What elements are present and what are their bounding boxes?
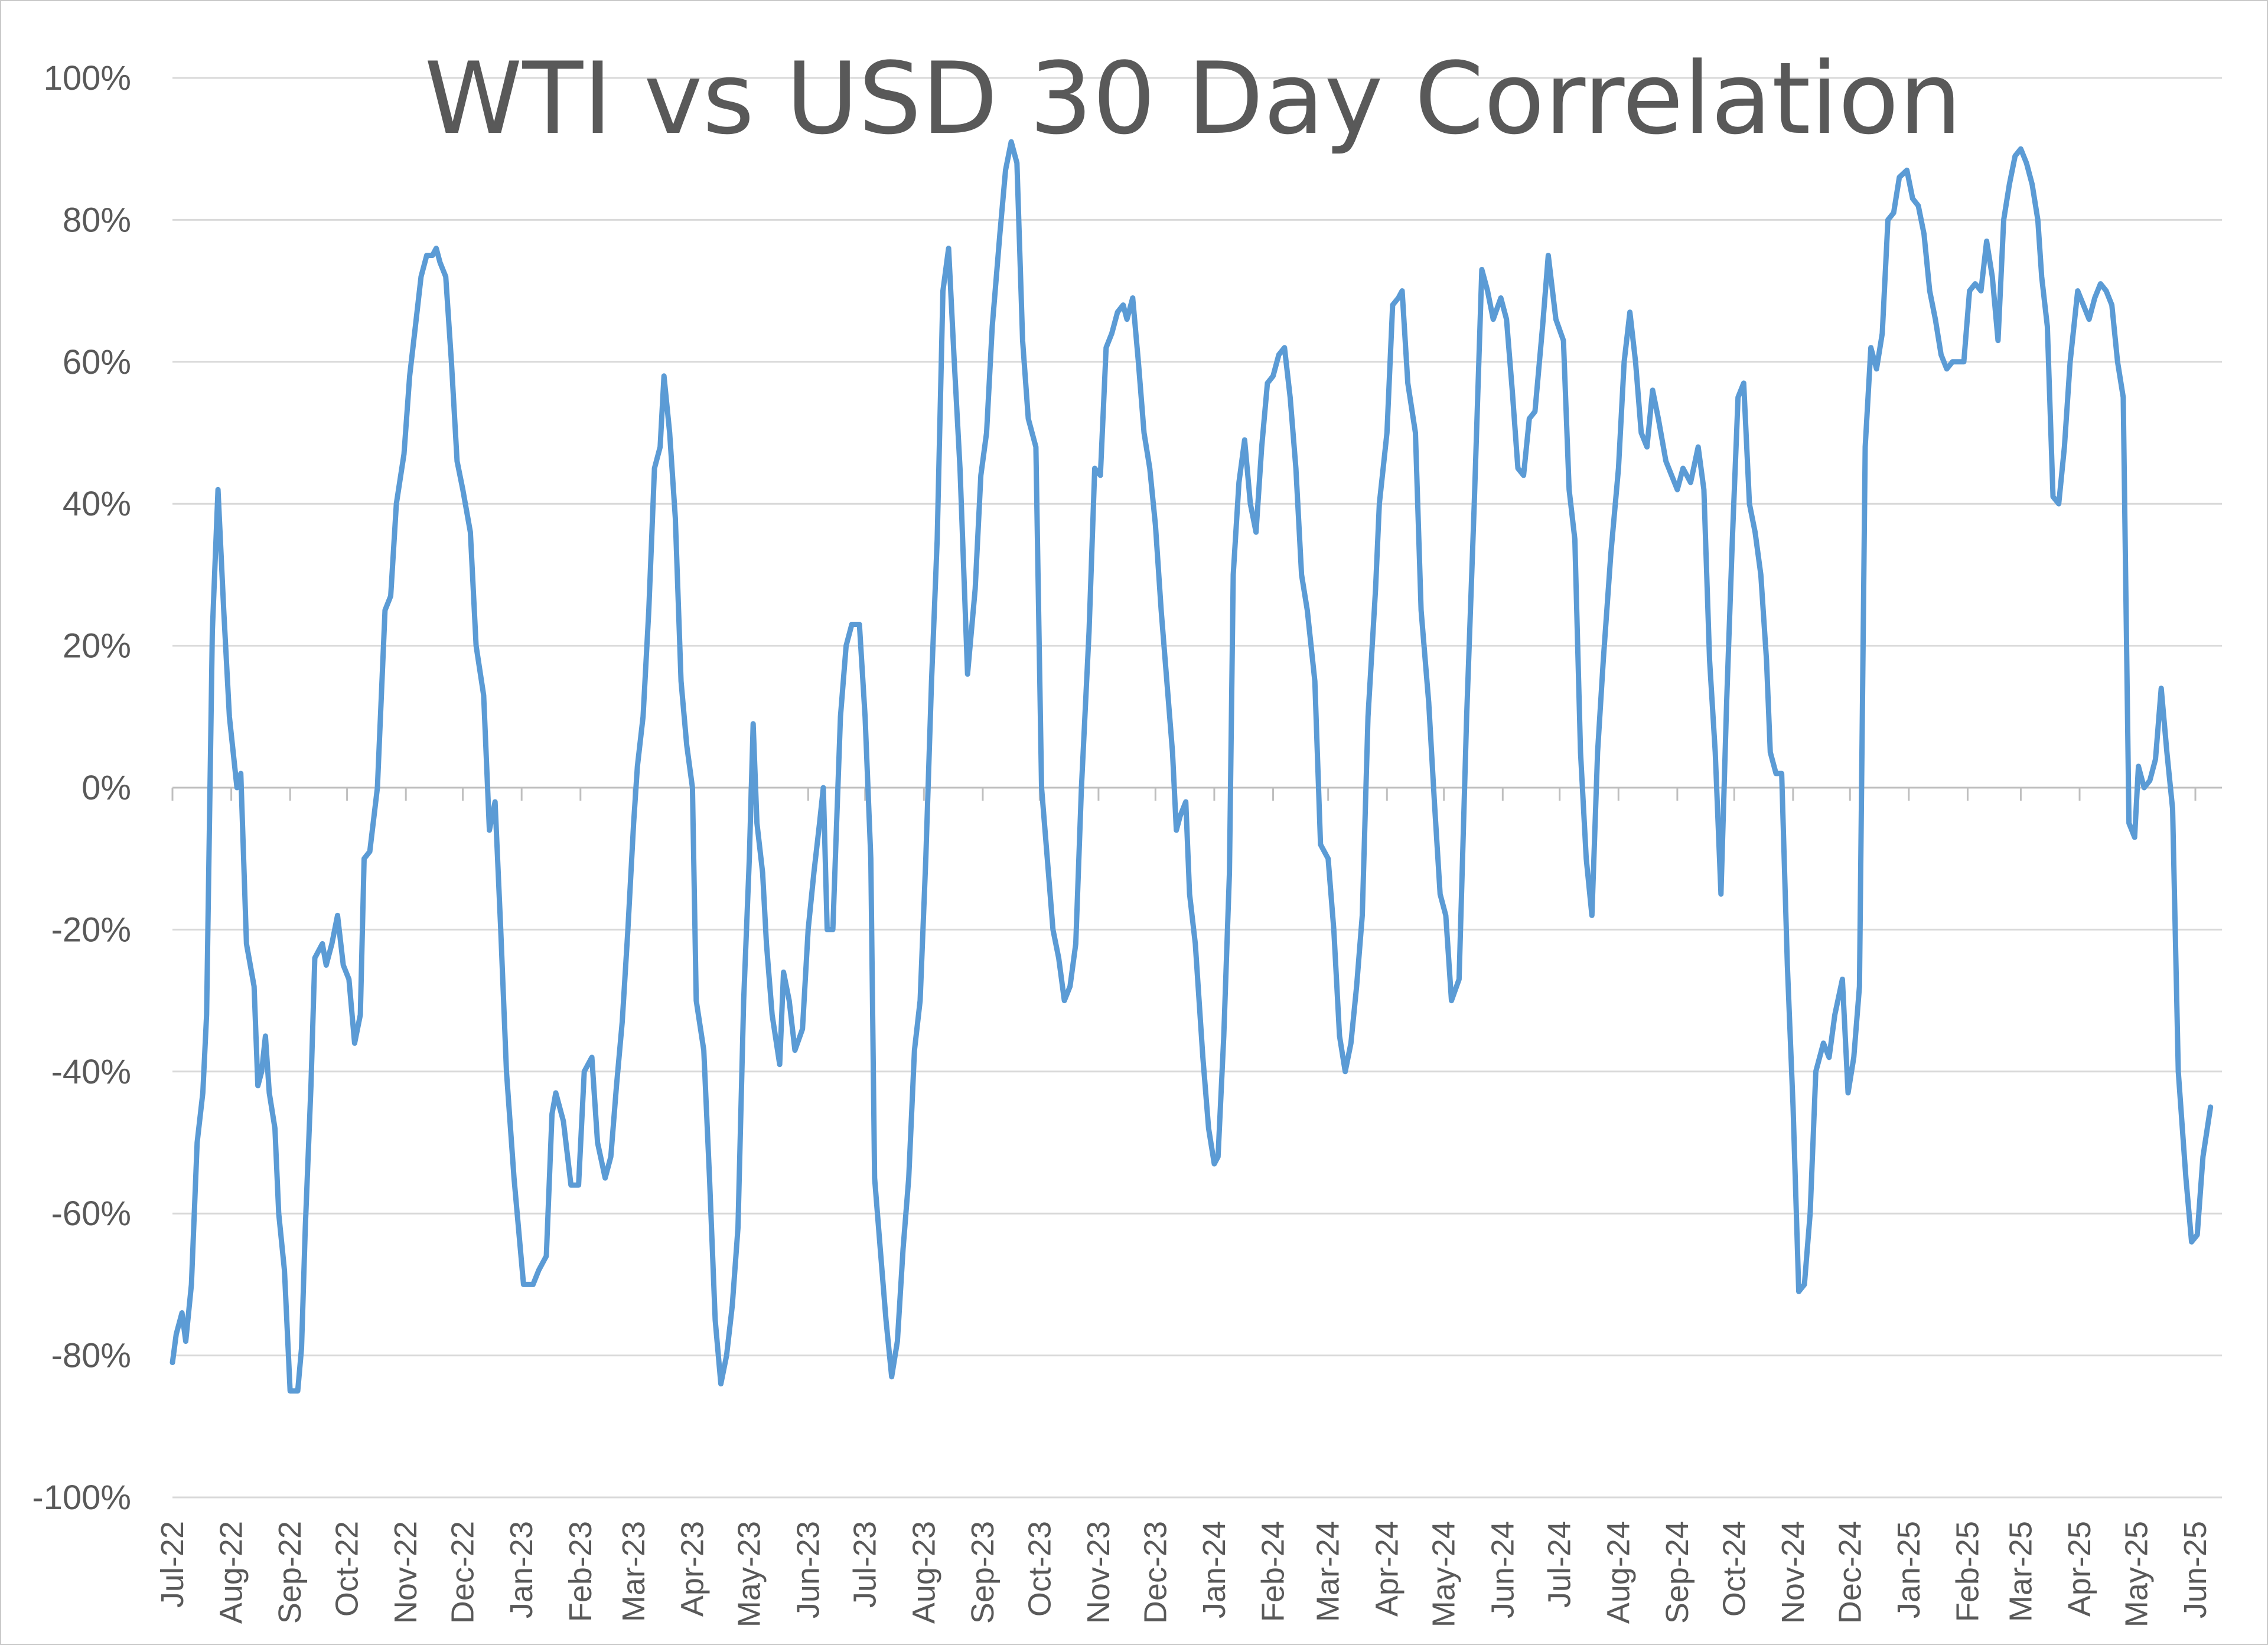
x-tick-label: Oct-22 — [330, 1521, 365, 1617]
y-tick-label: -80% — [51, 1337, 131, 1375]
x-tick-label: May-24 — [1426, 1521, 1462, 1627]
y-tick-label: -40% — [51, 1053, 131, 1091]
y-tick-label: 0% — [82, 769, 131, 807]
x-tick-label: Jun-24 — [1485, 1521, 1520, 1618]
x-tick-label: Jun-23 — [790, 1521, 826, 1618]
y-tick-label: -100% — [32, 1478, 131, 1517]
x-tick-label: Feb-24 — [1256, 1521, 1291, 1622]
x-tick-label: Oct-24 — [1716, 1521, 1752, 1617]
x-tick-label: Jun-25 — [2178, 1521, 2213, 1618]
y-tick-label: 60% — [63, 343, 131, 381]
x-tick-label: Aug-23 — [906, 1521, 941, 1624]
x-tick-label: Mar-25 — [2003, 1521, 2038, 1622]
x-tick-label: Dec-23 — [1138, 1521, 1173, 1624]
x-tick-label: Jan-25 — [1891, 1521, 1927, 1618]
x-tick-label: Aug-24 — [1601, 1521, 1636, 1624]
x-axis-labels: Jul-22 Aug-22 Sep-22 Oct-22 Nov-22 Dec-22 Jan-… — [155, 1521, 2213, 1627]
x-tick-label: Sep-23 — [965, 1521, 1001, 1624]
x-tick-label: Aug-22 — [214, 1521, 249, 1624]
x-tick-label: Sep-24 — [1660, 1521, 1695, 1624]
x-tick-label: Apr-23 — [674, 1521, 710, 1617]
x-tick-label: Jan-23 — [504, 1521, 539, 1618]
x-tick-label: Jan-24 — [1197, 1521, 1232, 1618]
x-tick-label: Dec-24 — [1832, 1521, 1868, 1624]
x-tick-label: Dec-22 — [445, 1521, 481, 1624]
x-tick-label: Sep-22 — [272, 1521, 308, 1624]
y-tick-label: -60% — [51, 1194, 131, 1233]
series-line-0 — [170, 139, 2214, 1394]
x-tick-label: May-23 — [732, 1521, 767, 1627]
series-group — [170, 139, 2214, 1394]
x-tick-label: Feb-25 — [1950, 1521, 1985, 1622]
y-tick-label: -20% — [51, 910, 131, 949]
x-tick-label: Feb-23 — [563, 1521, 598, 1622]
x-tick-label: Nov-22 — [388, 1521, 423, 1624]
x-tick-label: Oct-23 — [1022, 1521, 1057, 1617]
y-gridlines — [172, 77, 2222, 1499]
x-tick-label: Nov-24 — [1775, 1521, 1811, 1624]
x-axis-ticks — [171, 788, 2197, 801]
x-tick-label: Jul-23 — [848, 1521, 883, 1608]
y-tick-label: 40% — [63, 485, 131, 523]
y-tick-label: 80% — [63, 201, 131, 239]
x-tick-label: Mar-23 — [616, 1521, 651, 1622]
y-axis-labels: 100% 80% 60% 40% 20% 0% -20% -40% -60% -80% -100% — [32, 59, 131, 1517]
x-tick-label: Mar-24 — [1311, 1521, 1346, 1622]
y-tick-label: 20% — [63, 627, 131, 665]
x-tick-label: Apr-24 — [1369, 1521, 1405, 1617]
x-tick-label: Nov-23 — [1081, 1521, 1116, 1624]
x-tick-label: Jul-24 — [1542, 1521, 1578, 1608]
x-tick-label: May-25 — [2119, 1521, 2154, 1627]
x-tick-label: Jul-22 — [155, 1521, 190, 1608]
chart-title: WTI vs USD 30 Day Correlation — [424, 41, 1961, 156]
y-tick-label: 100% — [44, 59, 131, 97]
x-tick-label: Apr-25 — [2062, 1521, 2097, 1617]
